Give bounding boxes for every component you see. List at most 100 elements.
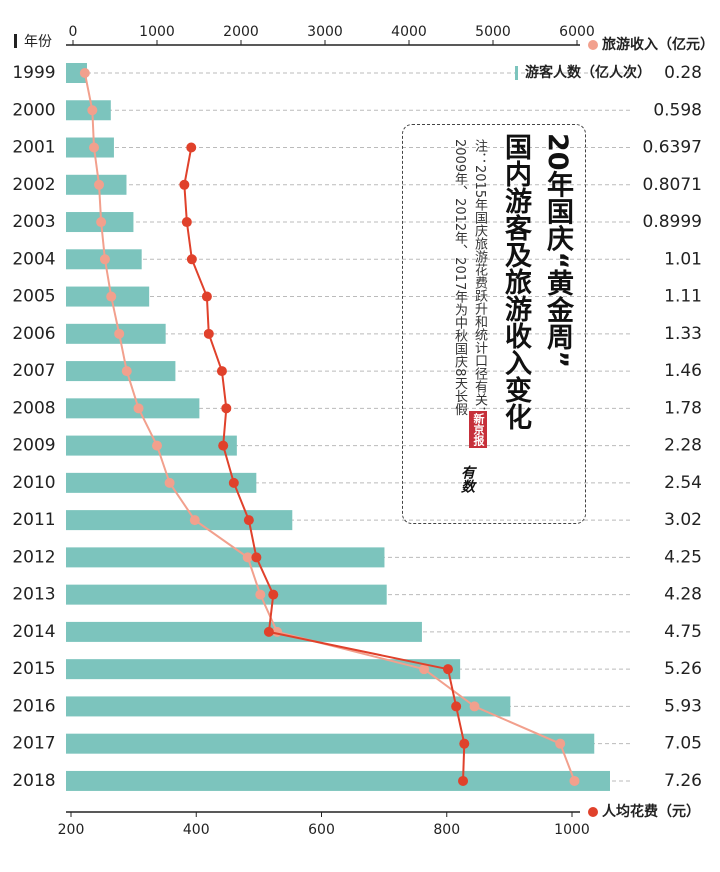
source-logo: 新京报 bbox=[469, 411, 487, 448]
point bbox=[186, 254, 197, 265]
value-label: 5.93 bbox=[664, 696, 702, 716]
point bbox=[451, 701, 462, 712]
y-label-marker bbox=[14, 34, 17, 48]
point bbox=[87, 105, 98, 116]
category-label: 2007 bbox=[12, 361, 55, 381]
point bbox=[443, 664, 454, 675]
bar bbox=[66, 584, 387, 605]
bar bbox=[66, 659, 461, 680]
category-label: 1999 bbox=[12, 63, 55, 83]
value-label: 2.28 bbox=[664, 436, 702, 456]
category-label: 2004 bbox=[12, 249, 55, 269]
category-label: 2005 bbox=[12, 287, 55, 307]
category-label: 2017 bbox=[12, 734, 55, 754]
legend-marker bbox=[588, 40, 598, 50]
point bbox=[242, 552, 253, 563]
x2-tick-label: 1000 bbox=[139, 24, 175, 40]
point bbox=[218, 440, 229, 451]
x-tick-label: 200 bbox=[58, 822, 85, 838]
value-label: 4.28 bbox=[664, 585, 702, 605]
x2-tick-label: 3000 bbox=[307, 24, 343, 40]
category-label: 2003 bbox=[12, 212, 55, 232]
annotation-box: 20年国庆“黄金周” 国内游客及旅游收入变化 注：2015年国庆旅游花费跃升和统… bbox=[402, 124, 586, 524]
point bbox=[133, 403, 144, 414]
value-label: 1.33 bbox=[664, 324, 702, 344]
point bbox=[251, 552, 262, 563]
bar bbox=[66, 547, 385, 568]
legend-label: 游客人数（亿人次） bbox=[525, 64, 651, 81]
note: 注：2015年国庆旅游花费跃升和统计口径有关；2009年、2012年、2017年… bbox=[452, 139, 487, 420]
chart-subtitle: 国内游客及旅游收入变化 bbox=[500, 133, 531, 430]
point bbox=[186, 142, 197, 153]
value-label: 1.46 bbox=[664, 361, 702, 381]
bar bbox=[66, 510, 293, 531]
legend-label: 人均花费（元） bbox=[602, 803, 700, 820]
point bbox=[255, 589, 266, 600]
x-tick-label: 800 bbox=[433, 822, 460, 838]
category-label: 2018 bbox=[12, 771, 55, 791]
x-tick-label: 1000 bbox=[554, 822, 590, 838]
value-label: 7.05 bbox=[664, 734, 702, 754]
category-label: 2012 bbox=[12, 547, 55, 567]
bar bbox=[66, 472, 257, 493]
point bbox=[268, 589, 279, 600]
value-label: 1.01 bbox=[664, 249, 702, 269]
value-label: 0.8071 bbox=[643, 175, 702, 195]
category-label: 2006 bbox=[12, 324, 55, 344]
category-label: 2008 bbox=[12, 398, 55, 418]
value-label: 7.26 bbox=[664, 771, 702, 791]
bar bbox=[66, 398, 200, 419]
x2-tick-label: 6000 bbox=[559, 24, 595, 40]
line bbox=[183, 147, 466, 781]
point bbox=[569, 775, 580, 786]
point bbox=[106, 291, 117, 302]
category-label: 2015 bbox=[12, 659, 55, 679]
point bbox=[181, 217, 192, 228]
point bbox=[469, 701, 480, 712]
legend-marker bbox=[515, 66, 518, 80]
x-tick-label: 400 bbox=[183, 822, 210, 838]
value-label: 0.6397 bbox=[643, 138, 702, 158]
point bbox=[419, 664, 430, 675]
point bbox=[164, 477, 175, 488]
legend-marker bbox=[588, 807, 598, 817]
point bbox=[96, 217, 107, 228]
bar bbox=[66, 696, 511, 717]
point bbox=[179, 179, 190, 190]
value-label: 0.28 bbox=[664, 63, 702, 83]
bar bbox=[66, 63, 87, 83]
point bbox=[216, 366, 227, 377]
value-label: 4.25 bbox=[664, 547, 702, 567]
point bbox=[243, 515, 254, 526]
category-label: 2011 bbox=[12, 510, 55, 530]
category-label: 2001 bbox=[12, 138, 55, 158]
y-label: 年份 bbox=[24, 34, 52, 50]
source-logo: 有数 bbox=[459, 465, 475, 493]
point bbox=[79, 68, 90, 78]
value-label: 5.26 bbox=[664, 659, 702, 679]
legend-label: 旅游收入（亿元） bbox=[602, 36, 714, 53]
point bbox=[263, 626, 274, 637]
point bbox=[459, 738, 470, 749]
category-label: 2002 bbox=[12, 175, 55, 195]
point bbox=[228, 477, 239, 488]
point bbox=[458, 775, 469, 786]
bar bbox=[66, 621, 422, 642]
point bbox=[555, 738, 566, 749]
bar bbox=[66, 361, 176, 382]
point bbox=[201, 291, 212, 302]
x2-tick-label: 4000 bbox=[391, 24, 427, 40]
category-label: 2016 bbox=[12, 696, 55, 716]
point bbox=[99, 254, 110, 265]
point bbox=[94, 179, 105, 190]
line bbox=[83, 72, 576, 782]
category-label: 2000 bbox=[12, 100, 55, 120]
x2-tick-label: 5000 bbox=[475, 24, 511, 40]
bar bbox=[66, 435, 237, 456]
category-label: 2014 bbox=[12, 622, 55, 642]
category-label: 2010 bbox=[12, 473, 55, 493]
value-label: 2.54 bbox=[664, 473, 702, 493]
x-tick-label: 600 bbox=[308, 822, 335, 838]
